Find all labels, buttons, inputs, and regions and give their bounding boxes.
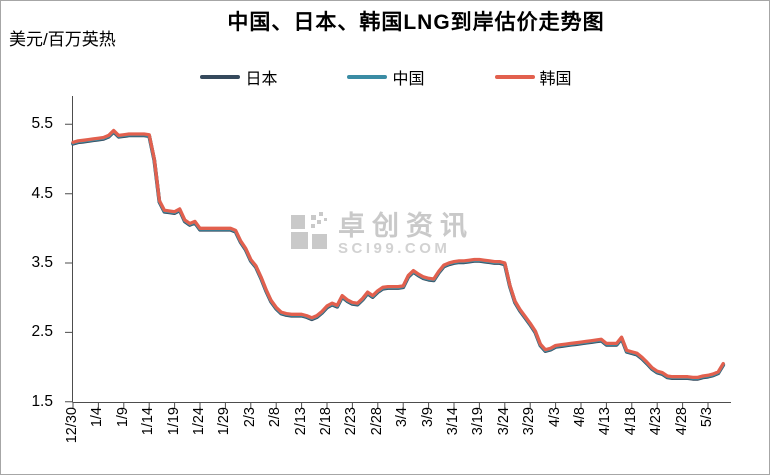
legend-line-swatch-japan	[200, 75, 241, 79]
y-axis-tick-label: 2.5	[31, 323, 53, 341]
legend-line-swatch-china	[347, 75, 388, 79]
watermark-site-text: SCI99.COM	[338, 240, 451, 257]
x-axis-tick-label: 3/4	[394, 407, 411, 428]
x-axis-tick-label: 3/29	[521, 407, 538, 436]
x-axis-tick-label: 2/13	[292, 407, 309, 436]
legend-item-japan: 日本	[200, 65, 277, 89]
x-axis-tick-label: 4/28	[673, 407, 690, 436]
watermark-logo-icon	[291, 211, 329, 251]
x-axis-tick-label: 1/9	[114, 407, 131, 428]
legend-item-korea: 韩国	[494, 65, 572, 89]
x-axis-tick-label: 1/14	[140, 407, 157, 436]
y-axis-tick-label: 4.5	[31, 184, 53, 202]
y-axis-unit-label: 美元/百万英热	[9, 30, 116, 49]
x-axis-tick-label: 4/18	[622, 407, 639, 436]
x-axis-tick-label: 2/3	[241, 407, 258, 428]
x-axis-tick-label: 3/24	[495, 407, 512, 436]
chart-title: 中国、日本、韩国LNG到岸估价走势图	[227, 11, 605, 34]
x-axis-tick-label: 1/4	[89, 407, 106, 428]
legend: 日本 中国 韩国	[1, 64, 769, 90]
x-axis-tick-label: 5/3	[699, 407, 715, 428]
x-axis-tick-label: 4/8	[572, 407, 588, 428]
series-line-korea	[71, 128, 725, 380]
x-axis-tick-label: 4/3	[546, 407, 563, 428]
x-axis-tick-label: 2/18	[318, 407, 334, 436]
y-axis-tick-label: 1.5	[31, 392, 53, 410]
axes	[65, 96, 731, 409]
y-axis-tick-label: 3.5	[31, 254, 53, 271]
x-axis-tick-label: 4/23	[648, 407, 665, 436]
x-axis-tick-label: 1/29	[216, 407, 233, 436]
legend-label-japan: 日本	[245, 71, 278, 88]
x-axis-tick-label: 1/24	[191, 407, 207, 436]
legend-label-china: 中国	[392, 71, 425, 88]
x-axis-tick-label: 2/23	[343, 407, 360, 436]
x-axis-tick-label: 2/8	[267, 407, 284, 428]
watermark: 卓创资讯 SCI99.COM	[291, 211, 511, 263]
watermark-brand-text: 卓创资讯	[338, 211, 474, 241]
x-axis-tick-label: 4/13	[597, 407, 614, 436]
x-axis-tick-label: 1/19	[165, 407, 182, 436]
series-line-japan	[71, 129, 726, 381]
x-axis-tick-label: 3/19	[470, 407, 487, 436]
x-axis-tick-label: 12/30	[64, 407, 80, 444]
series-line-china	[71, 129, 726, 380]
legend-item-china: 中国	[347, 65, 425, 89]
x-axis-tick-label: 3/9	[419, 407, 436, 428]
x-axis-tick-label: 2/28	[368, 407, 385, 436]
x-axis-tick-label: 3/14	[445, 407, 461, 436]
y-axis-tick-label: 5.5	[31, 115, 53, 133]
legend-line-swatch-korea	[494, 75, 535, 79]
legend-label-korea: 韩国	[539, 71, 572, 88]
